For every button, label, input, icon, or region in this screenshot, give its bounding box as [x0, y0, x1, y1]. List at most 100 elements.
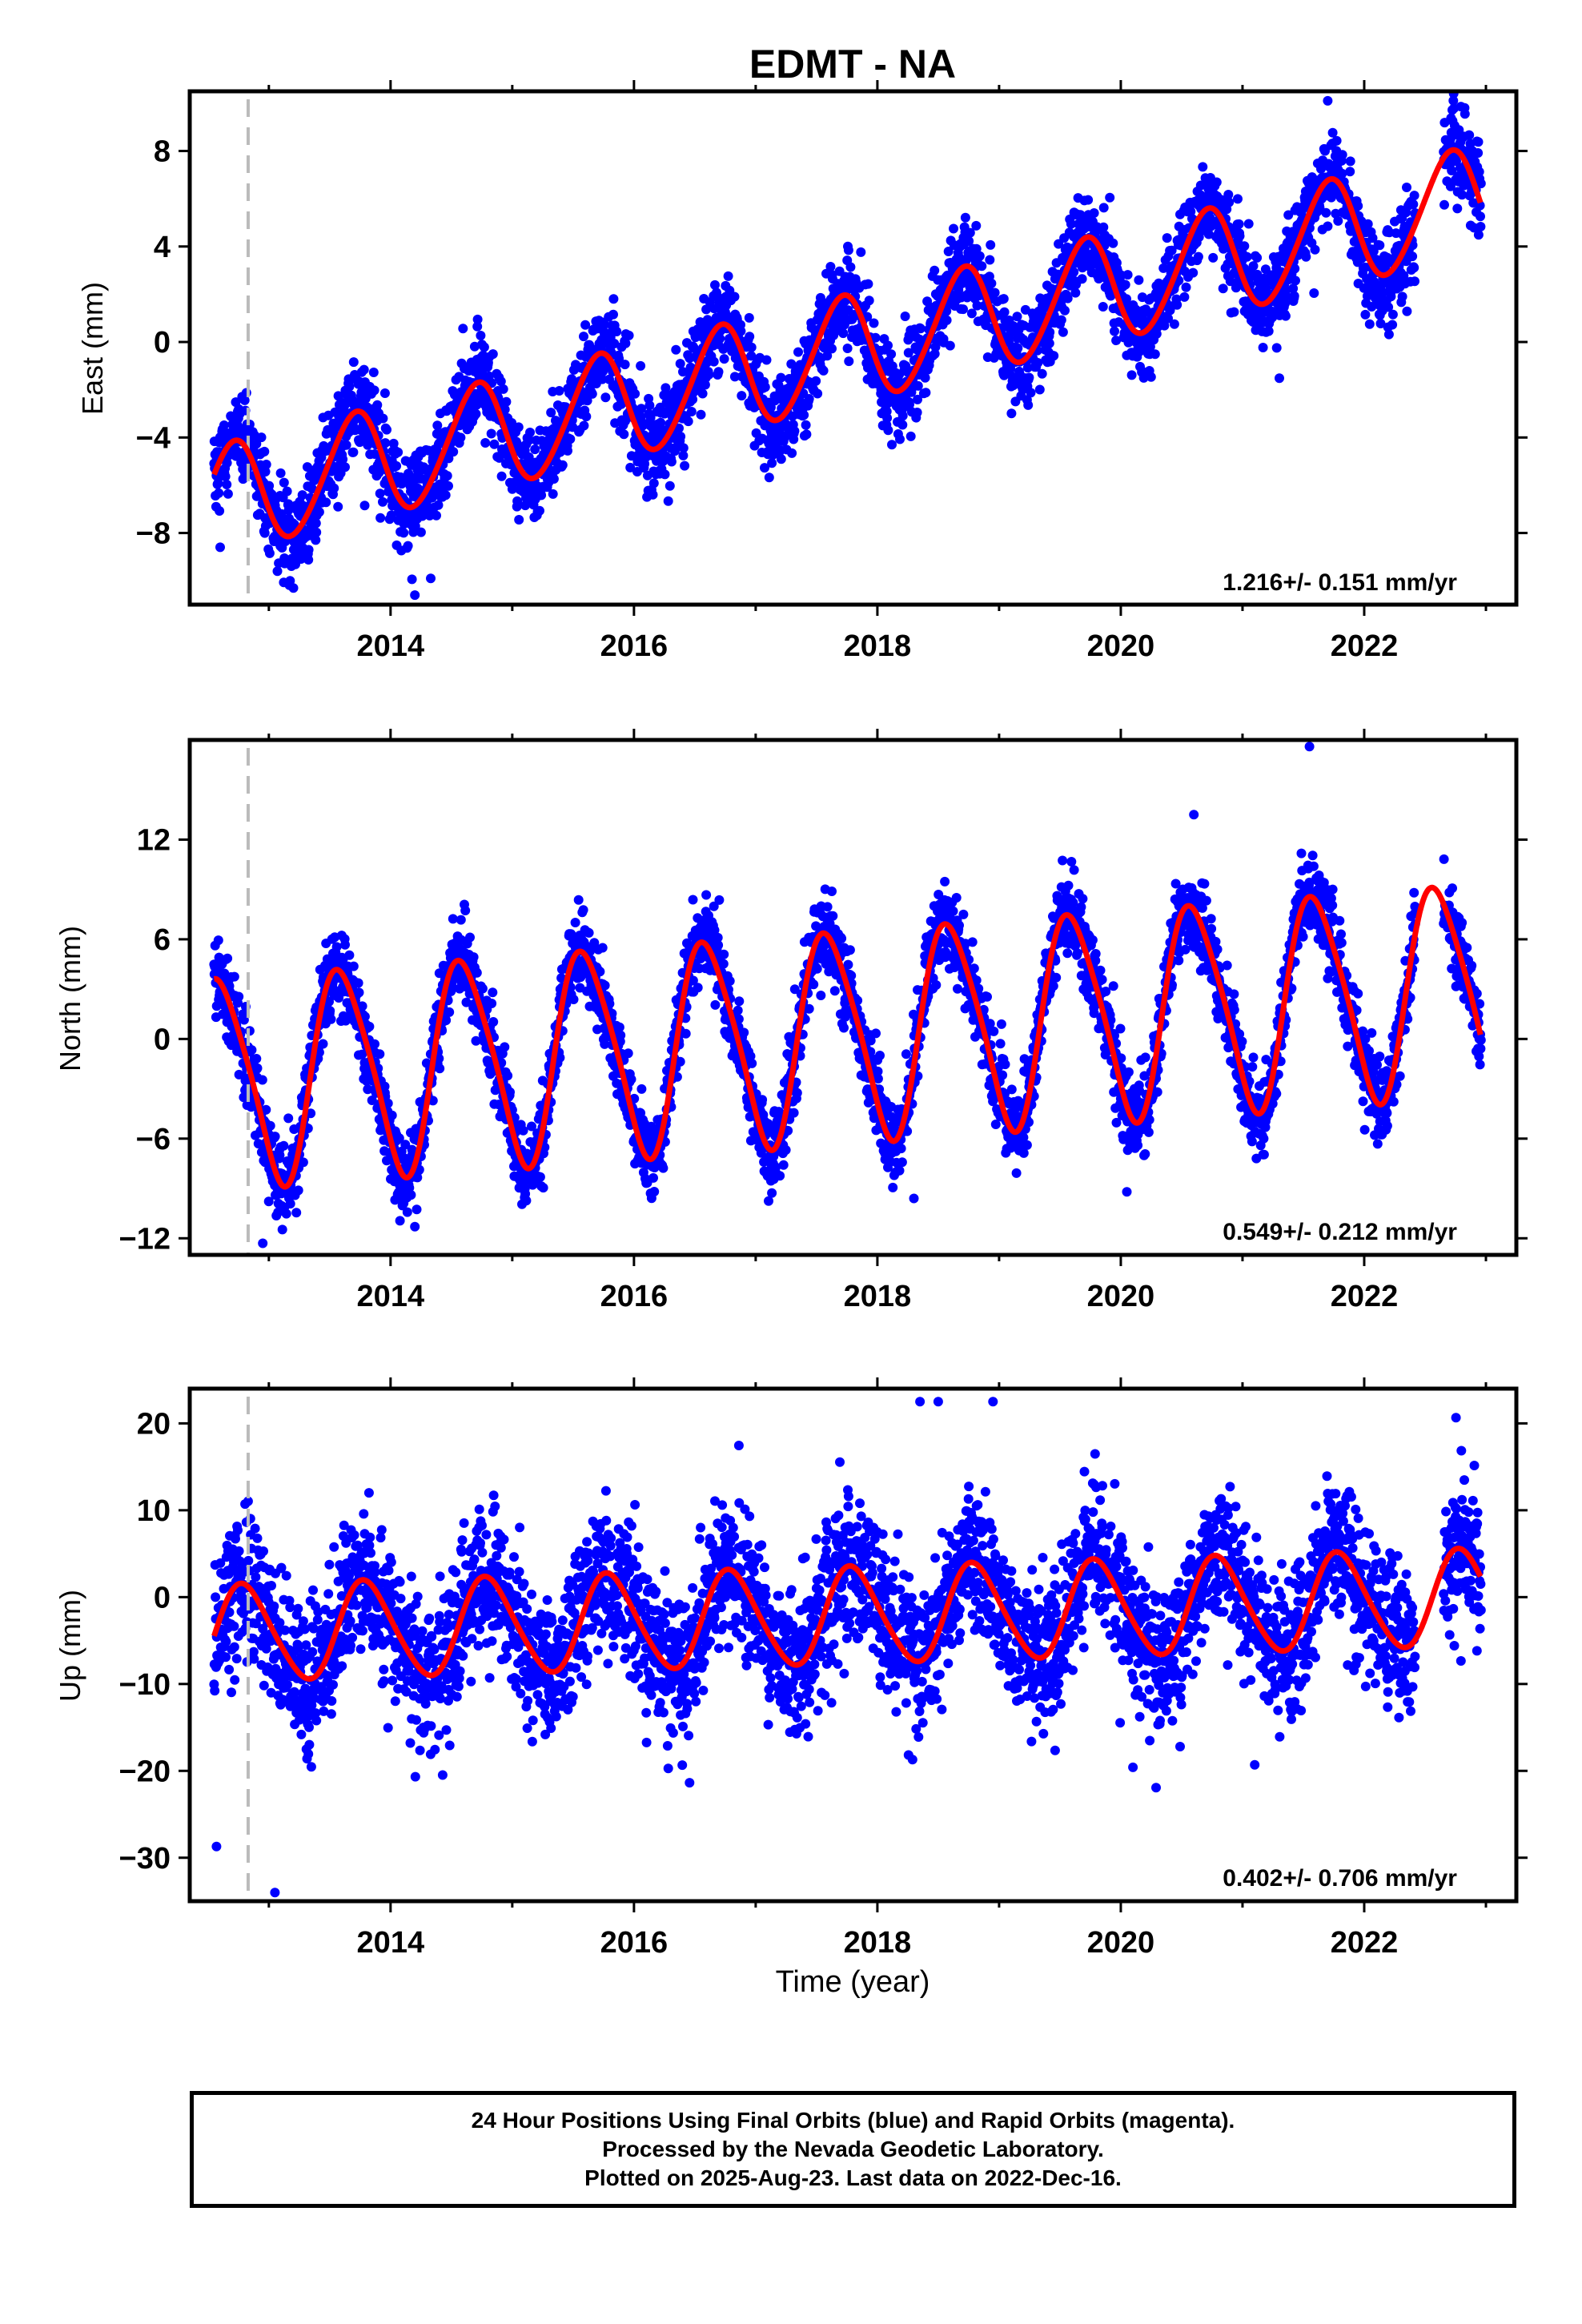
y-tick-label: −8 — [136, 517, 171, 551]
data-point — [395, 1216, 405, 1226]
data-point — [737, 391, 747, 401]
data-point — [251, 439, 262, 449]
data-point — [942, 315, 952, 325]
data-point — [444, 1007, 455, 1017]
data-point — [799, 410, 809, 420]
data-point — [710, 279, 720, 290]
data-point — [259, 528, 270, 538]
data-point — [930, 348, 940, 359]
data-point — [215, 542, 225, 553]
data-point — [945, 340, 955, 351]
data-point — [503, 1071, 513, 1081]
data-point — [620, 360, 630, 370]
data-point — [903, 348, 913, 358]
data-point — [500, 404, 510, 415]
data-point — [579, 332, 588, 342]
data-point — [1353, 201, 1363, 211]
data-point — [769, 396, 780, 406]
data-point — [883, 340, 893, 351]
data-point — [222, 480, 232, 489]
data-point — [387, 1110, 397, 1120]
data-point — [321, 497, 331, 508]
data-point — [999, 307, 1010, 317]
data-point — [1271, 343, 1282, 353]
data-point — [1229, 307, 1239, 317]
data-point — [887, 440, 897, 450]
data-point — [844, 356, 854, 367]
data-point — [608, 294, 619, 304]
data-point — [1239, 241, 1250, 251]
data-point — [229, 971, 239, 982]
data-point — [729, 372, 740, 382]
data-point — [518, 1125, 528, 1136]
data-point — [1233, 194, 1243, 204]
data-point — [1476, 211, 1485, 222]
data-point — [535, 1172, 545, 1182]
data-point — [257, 1075, 267, 1085]
data-point — [259, 446, 270, 456]
data-point — [488, 1017, 499, 1027]
data-point — [793, 347, 803, 357]
data-point — [913, 380, 923, 391]
data-point — [1022, 363, 1033, 373]
data-point — [1289, 291, 1299, 301]
data-point — [340, 939, 350, 950]
data-point — [644, 400, 655, 411]
data-point — [1473, 137, 1484, 147]
data-point — [307, 484, 317, 494]
data-point — [1331, 135, 1342, 146]
data-point — [678, 450, 689, 460]
data-point — [341, 440, 351, 450]
data-point — [636, 360, 646, 371]
data-point — [776, 372, 786, 383]
data-point — [1464, 130, 1475, 140]
data-point — [1162, 233, 1172, 243]
data-point — [905, 400, 914, 410]
data-point — [636, 412, 646, 422]
data-point — [787, 448, 797, 458]
data-point — [260, 467, 271, 476]
y-tick-label: 8 — [154, 135, 171, 169]
data-point — [1098, 302, 1108, 312]
data-point — [1098, 222, 1109, 232]
data-point — [432, 420, 443, 431]
data-point — [239, 395, 250, 405]
data-point — [407, 574, 417, 585]
data-point — [476, 331, 486, 340]
data-point — [818, 365, 829, 376]
data-point — [375, 489, 385, 499]
data-point — [665, 480, 675, 491]
data-point — [297, 490, 307, 501]
data-point — [972, 300, 982, 311]
data-point — [391, 460, 402, 471]
data-point — [1280, 311, 1291, 321]
data-point — [1141, 304, 1151, 315]
data-point — [303, 555, 314, 565]
data-point — [393, 447, 404, 457]
data-point — [285, 1199, 295, 1209]
data-point — [1337, 150, 1347, 160]
data-point — [1024, 372, 1034, 383]
data-point — [477, 983, 488, 994]
data-point — [1045, 327, 1055, 337]
y-tick-label: −4 — [136, 421, 171, 455]
data-point — [382, 424, 391, 435]
data-point — [1323, 95, 1333, 106]
data-point — [1179, 292, 1190, 302]
data-point — [776, 454, 786, 464]
data-point — [1473, 230, 1484, 240]
data-point — [458, 324, 468, 334]
data-point — [1364, 319, 1375, 329]
data-point — [913, 394, 922, 404]
data-point — [1110, 326, 1119, 336]
data-point — [325, 1006, 335, 1016]
data-point — [311, 518, 321, 529]
data-point — [375, 1049, 385, 1059]
data-point — [293, 1185, 303, 1196]
data-point — [1345, 156, 1355, 167]
data-point — [412, 1204, 422, 1215]
data-point — [1387, 320, 1398, 330]
data-point — [1252, 252, 1263, 263]
data-point — [410, 590, 420, 601]
data-point — [1360, 309, 1371, 320]
